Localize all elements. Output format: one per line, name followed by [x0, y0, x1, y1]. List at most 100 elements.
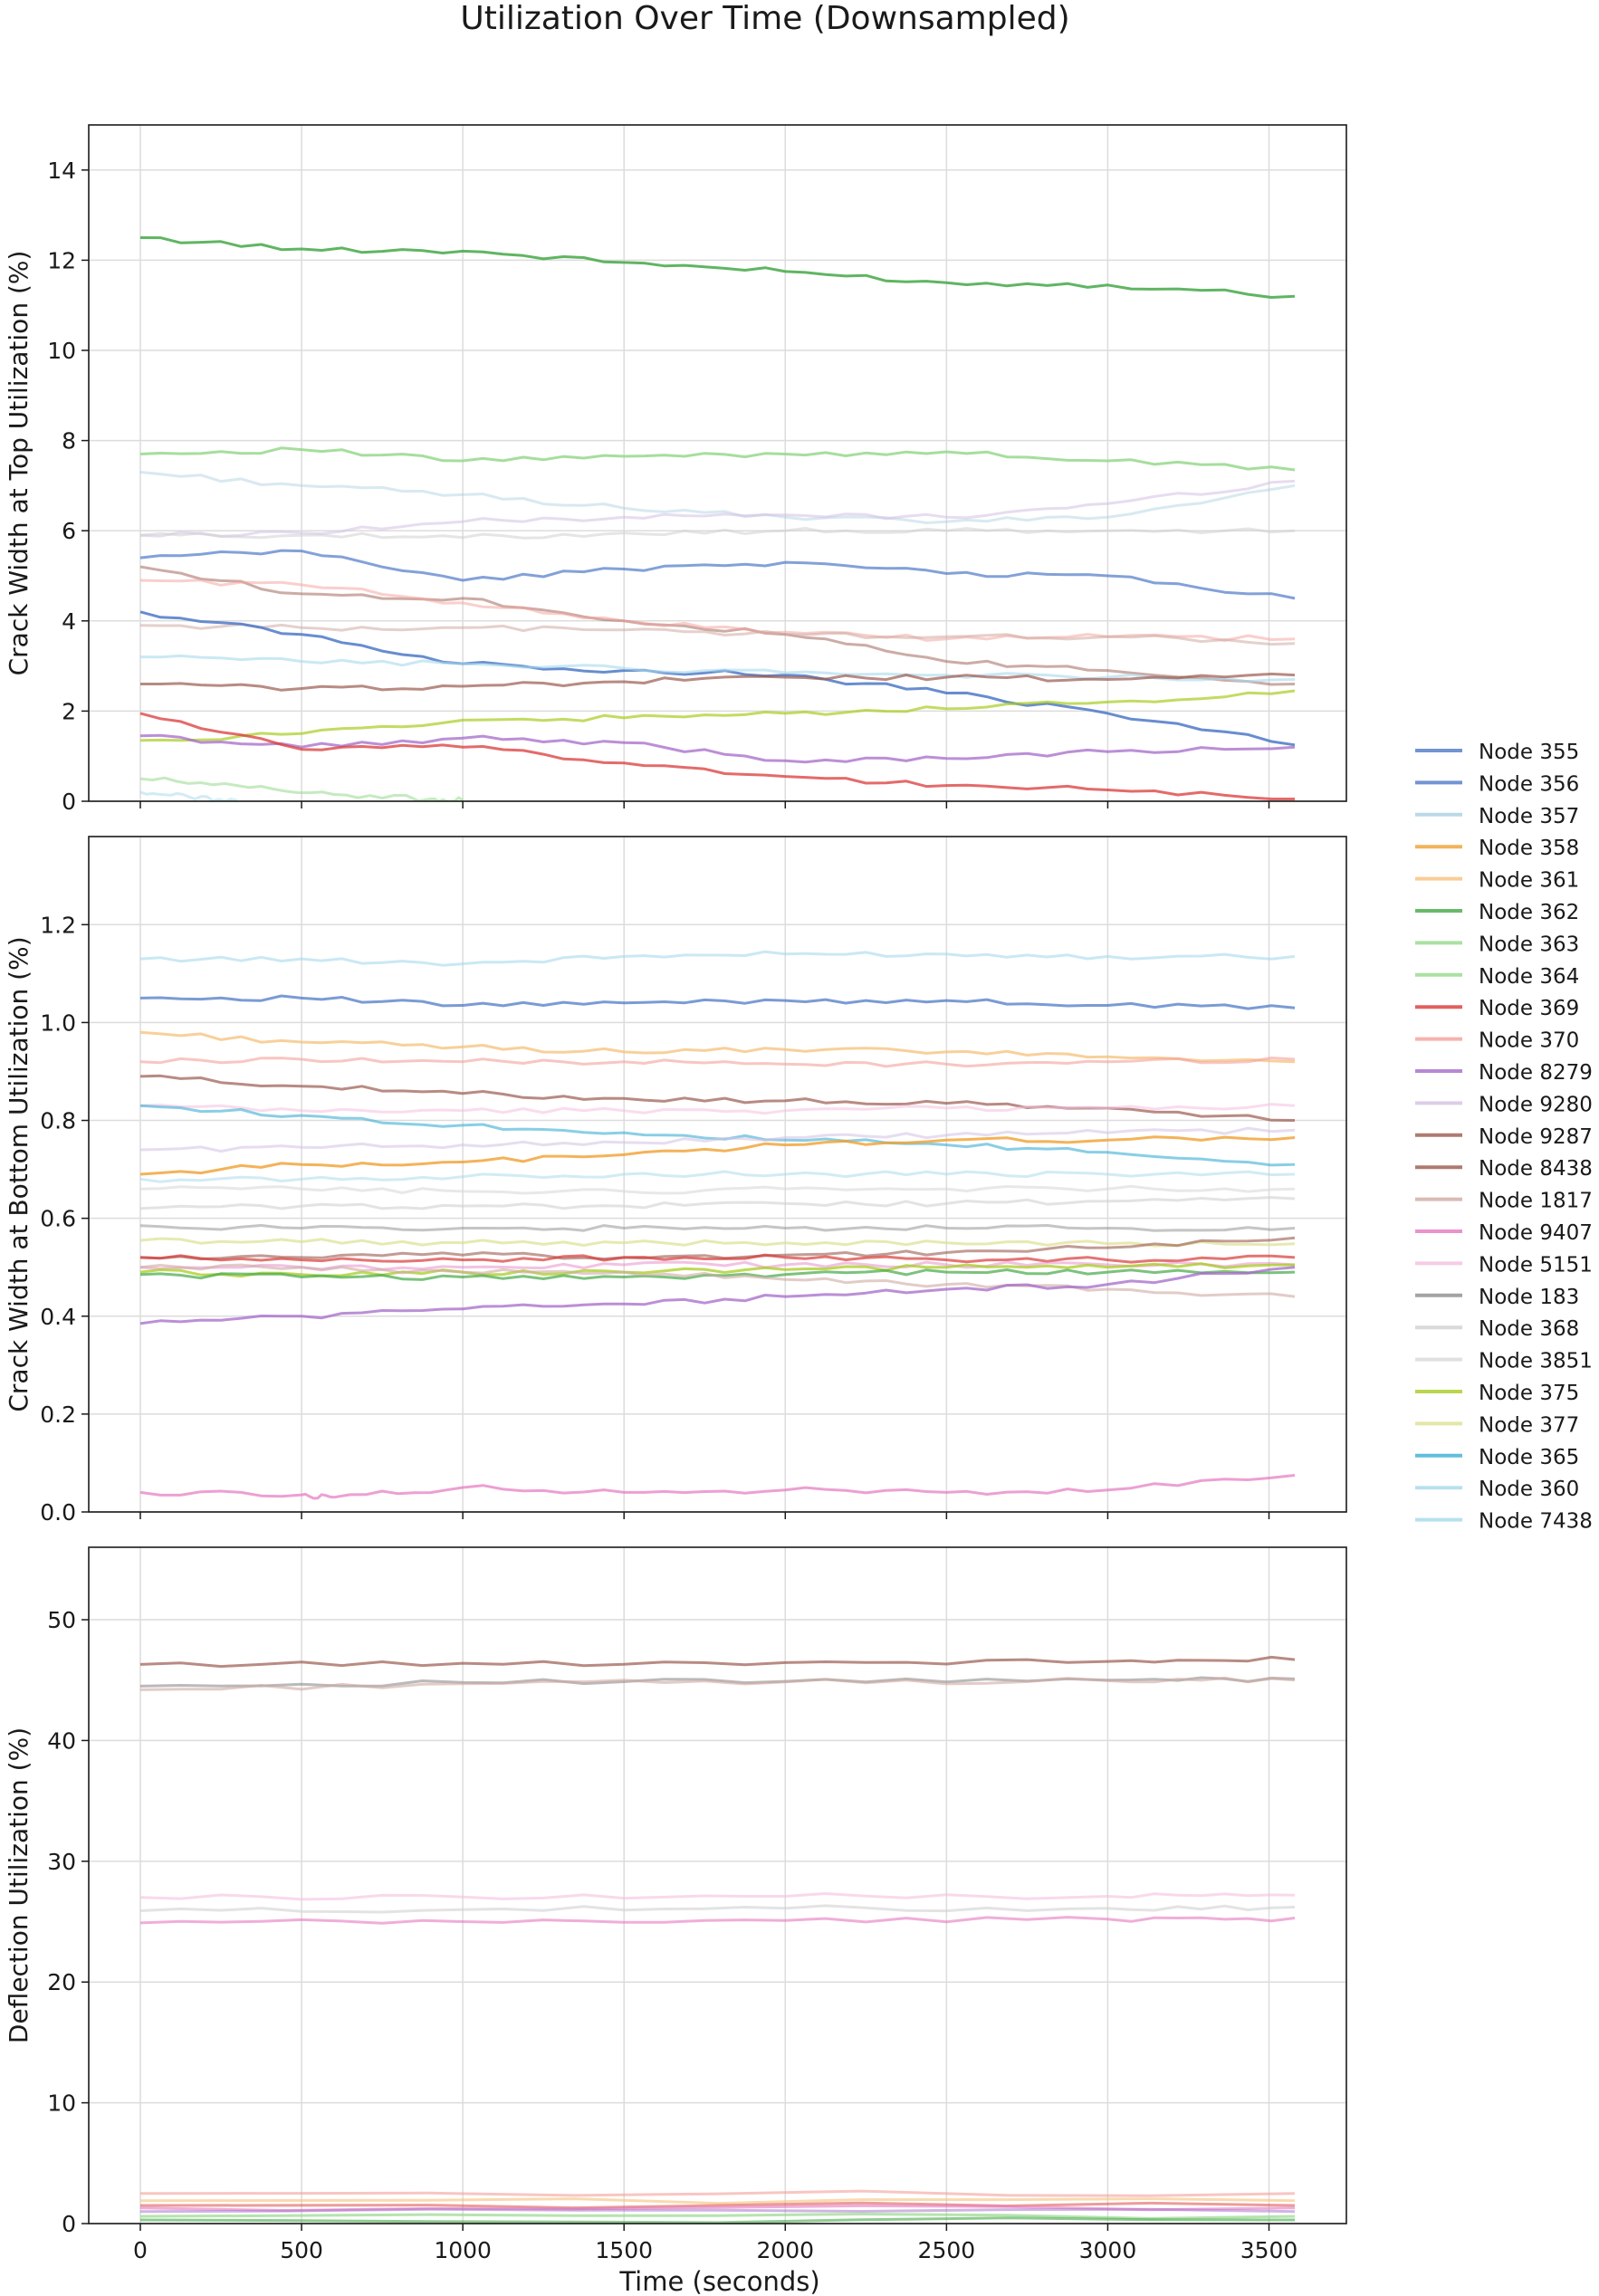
legend-label: Node 8279: [1479, 1061, 1593, 1085]
series-line-node-5151: [139, 1103, 1296, 1115]
series-group: [139, 1655, 1296, 2224]
series-line-node-355: [139, 549, 1296, 600]
y-tick-label: 0: [62, 2211, 76, 2237]
y-tick-label: 10: [47, 2090, 76, 2117]
legend-item: Node 368: [1415, 1317, 1579, 1341]
series-line-node-3851: [139, 1184, 1296, 1195]
subplot-3: 0 500 1000 1500 2000 2500 3000 3500 0 10 20 30 40 50 D…: [4, 1546, 1347, 2263]
legend-item: Node 9280: [1415, 1093, 1593, 1116]
legend-item: Node 3851: [1415, 1350, 1593, 1373]
series-line-node-368: [139, 1196, 1296, 1210]
legend-label: Node 377: [1479, 1413, 1579, 1437]
legend-label: Node 9280: [1479, 1093, 1593, 1116]
legend-item: Node 8438: [1415, 1157, 1593, 1181]
legend-item: Node 369: [1415, 997, 1579, 1020]
legend-label: Node 360: [1479, 1478, 1579, 1501]
subplot-1: 0 2 4 6 8 10 12 14 Crack Width at Top Utilizatio…: [4, 124, 1347, 815]
legend-item: Node 362: [1415, 901, 1579, 924]
legend-label: Node 355: [1479, 741, 1579, 764]
y-tick-label: 12: [47, 247, 76, 273]
series-group: [139, 950, 1296, 1500]
series-line-node-5151: [139, 1892, 1296, 1901]
series-line-node-369: [139, 1253, 1296, 1264]
series-line-node-183: [139, 1224, 1296, 1232]
x-tick-label: 500: [280, 2237, 323, 2263]
legend-item: Node 358: [1415, 837, 1579, 860]
legend-label: Node 9407: [1479, 1221, 1593, 1245]
series-line-node-356: [139, 610, 1296, 747]
x-tick-label: 0: [133, 2237, 148, 2263]
y-tick-label: 20: [47, 1969, 76, 1995]
y-axis-label: Crack Width at Top Utilization (%): [4, 251, 34, 676]
legend-item: Node 363: [1415, 933, 1579, 956]
series-line-node-361: [139, 2197, 1296, 2205]
series-line-node-358: [139, 1135, 1296, 1176]
series-line-node-362: [139, 2216, 1296, 2224]
legend-item: Node 7438: [1415, 1510, 1593, 1534]
legend-item: Node 364: [1415, 965, 1579, 989]
series-line-node-365: [139, 1104, 1296, 1167]
y-tick-label: 6: [62, 518, 76, 544]
y-tick-label: 0.4: [40, 1304, 76, 1330]
x-axis-label: Time (seconds): [618, 2266, 819, 2296]
series-line-node-1817: [139, 1263, 1296, 1298]
legend-item: Node 355: [1415, 741, 1579, 764]
legend-label: Node 183: [1479, 1286, 1579, 1309]
series-line-node-370: [139, 1057, 1296, 1068]
series-group: [139, 236, 1296, 801]
y-tick-label: 4: [62, 608, 76, 635]
legend-item: Node 1817: [1415, 1190, 1593, 1213]
series-line-node-9407: [139, 1916, 1296, 1925]
legend-label: Node 7438: [1479, 1510, 1593, 1534]
legend-label: Node 363: [1479, 933, 1579, 956]
series-line-node-377: [139, 1237, 1296, 1248]
series-line-node-362: [139, 236, 1296, 299]
x-tick-label: 1500: [595, 2237, 653, 2263]
legend-label: Node 365: [1479, 1446, 1579, 1469]
legend-item: Node 356: [1415, 772, 1579, 796]
legend-item: Node 183: [1415, 1286, 1579, 1309]
series-line-node-8279: [139, 733, 1296, 764]
axes-frame: [88, 124, 1347, 802]
y-tick-label: 14: [47, 158, 76, 184]
series-line-node-370: [139, 2189, 1296, 2197]
y-tick-label: 2: [62, 698, 76, 724]
series-line-node-361: [139, 1030, 1296, 1064]
series-line-node-9287: [139, 1655, 1296, 1669]
y-tick-label: 40: [47, 1727, 76, 1754]
y-axis-label: Deflection Utilization (%): [4, 1727, 34, 2043]
legend-item: Node 5151: [1415, 1253, 1593, 1277]
legend-label: Node 369: [1479, 997, 1579, 1020]
y-tick-label: 50: [47, 1607, 76, 1633]
axes-frame: [88, 1546, 1347, 2224]
x-tick-label: 2000: [756, 2237, 814, 2263]
legend-label: Node 5151: [1479, 1253, 1593, 1277]
y-tick-label: 30: [47, 1849, 76, 1875]
series-line-node-363: [139, 2213, 1296, 2220]
legend-item: Node 8279: [1415, 1061, 1593, 1085]
chart-title: Utilization Over Time (Downsampled): [460, 0, 1069, 37]
series-line-node-9280: [139, 1126, 1296, 1153]
y-tick-label: 0.0: [40, 1499, 76, 1526]
axes-frame: [88, 836, 1347, 1513]
series-line-node-8438: [139, 1236, 1296, 1261]
series-line-node-368: [139, 1904, 1296, 1914]
legend-item: Node 357: [1415, 805, 1579, 828]
series-line-node-363: [139, 446, 1296, 472]
y-tick-label: 0: [62, 789, 76, 815]
legend-item: Node 377: [1415, 1413, 1579, 1437]
series-line-node-7438: [139, 1170, 1296, 1183]
legend-label: Node 361: [1479, 869, 1579, 893]
x-tick-label: 3000: [1079, 2237, 1137, 2263]
x-tick-label: 2500: [918, 2237, 976, 2263]
legend-item: Node 360: [1415, 1478, 1579, 1501]
x-tick-label: 1000: [434, 2237, 492, 2263]
legend-label: Node 3851: [1479, 1350, 1593, 1373]
y-tick-label: 1.0: [40, 1009, 76, 1036]
legend-label: Node 9287: [1479, 1125, 1593, 1149]
series-line-node-1817: [139, 1676, 1296, 1691]
y-tick-label: 10: [47, 338, 76, 364]
series-line-node-8438: [139, 565, 1296, 686]
